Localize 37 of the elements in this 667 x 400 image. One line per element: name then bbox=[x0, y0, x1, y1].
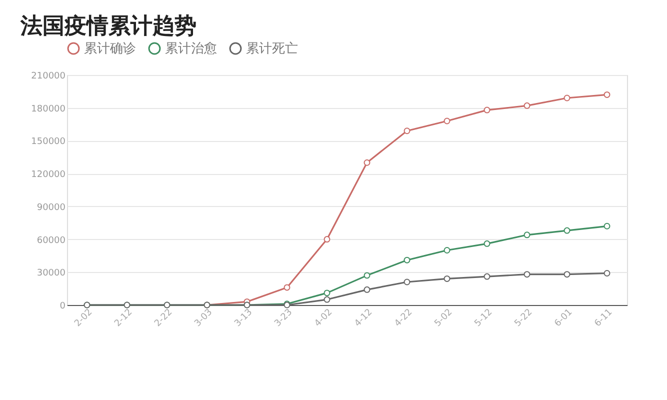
point bbox=[604, 222, 610, 230]
legend-label: 累计治愈 bbox=[165, 42, 217, 57]
point bbox=[484, 240, 490, 247]
y-tick-label: 60000 bbox=[36, 236, 66, 246]
point bbox=[564, 94, 570, 102]
legend-label: 累计确诊 bbox=[84, 42, 136, 57]
y-tick-label: 0 bbox=[60, 302, 66, 312]
legend-label: 累计死亡 bbox=[246, 40, 298, 57]
point bbox=[564, 271, 570, 278]
point bbox=[484, 273, 490, 280]
point bbox=[324, 296, 330, 303]
point bbox=[564, 227, 570, 234]
point bbox=[604, 91, 610, 98]
point bbox=[444, 118, 450, 124]
chart-title: 法国疫情累计趋势 bbox=[20, 14, 197, 39]
y-tick-label: 180000 bbox=[31, 104, 66, 114]
point bbox=[324, 290, 330, 296]
point bbox=[404, 128, 410, 134]
point bbox=[364, 272, 370, 279]
point bbox=[524, 232, 530, 238]
point bbox=[324, 236, 330, 243]
y-tick-label: 30000 bbox=[36, 268, 66, 279]
y-tick-label: 90000 bbox=[36, 202, 66, 213]
point bbox=[364, 286, 370, 293]
point bbox=[444, 275, 450, 282]
point bbox=[404, 278, 410, 286]
point bbox=[604, 270, 610, 276]
point bbox=[524, 271, 530, 278]
point bbox=[444, 247, 450, 254]
y-tick-label: 210000 bbox=[31, 72, 66, 82]
point bbox=[284, 284, 290, 291]
point bbox=[524, 102, 530, 109]
point bbox=[364, 159, 370, 166]
y-tick-label: 120000 bbox=[31, 170, 66, 180]
point bbox=[404, 256, 410, 264]
point bbox=[484, 106, 490, 114]
y-tick-label: 150000 bbox=[31, 137, 66, 148]
